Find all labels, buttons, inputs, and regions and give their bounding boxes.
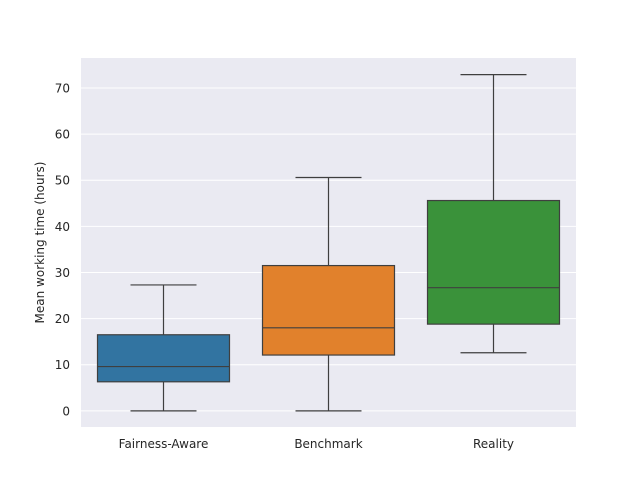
x-tick-labels: Fairness-Aware Benchmark Reality: [119, 437, 514, 451]
y-tick-label: 40: [55, 220, 70, 234]
iqr-box: [261, 264, 396, 356]
y-tick-label: 10: [55, 358, 70, 372]
y-tick-label: 30: [55, 266, 70, 280]
x-tick-label: Fairness-Aware: [119, 437, 209, 451]
y-tick-labels: 0 10 20 30 40 50 60 70: [55, 81, 70, 418]
y-tick-label: 50: [55, 174, 70, 188]
y-tick-label: 70: [55, 81, 70, 95]
y-tick-label: 0: [62, 404, 70, 418]
boxes-group: [96, 74, 561, 412]
box-reality: [426, 74, 561, 354]
y-tick-label: 20: [55, 312, 70, 326]
x-tick-label: Benchmark: [294, 437, 362, 451]
y-tick-label: 60: [55, 128, 70, 142]
iqr-box: [96, 334, 231, 383]
box-benchmark: [261, 176, 396, 412]
x-tick-label: Reality: [473, 437, 514, 451]
y-axis-label: Mean working time (hours): [33, 162, 47, 324]
box-fairness-aware: [96, 284, 231, 412]
iqr-box: [426, 199, 561, 325]
